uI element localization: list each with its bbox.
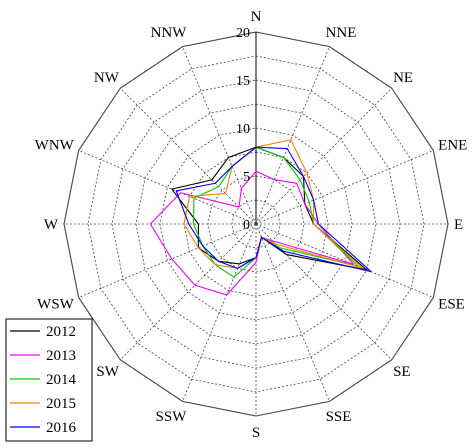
spoke-ese: [255, 223, 434, 298]
spoke-wnw: [78, 150, 257, 225]
legend-label-2012: 2012: [46, 324, 76, 340]
radial-tick-label: 15: [236, 74, 250, 89]
series-line-2014: [193, 146, 359, 278]
radial-tick-label: 10: [236, 122, 250, 137]
series-line-2013: [149, 170, 355, 296]
direction-label-n: N: [251, 9, 262, 25]
legend-label-2014: 2014: [46, 372, 77, 388]
direction-label-se: SE: [393, 364, 411, 380]
radial-tick-label: 0: [243, 218, 250, 233]
grid-ring: [63, 31, 449, 417]
series-line-2015: [183, 139, 363, 269]
direction-label-s: S: [252, 425, 260, 441]
legend: 2012 2013 2014 2015 2016: [5, 318, 93, 442]
series-line-2016: [175, 146, 372, 273]
radial-tick-labels: 0 5 10 15 20: [236, 26, 250, 233]
direction-label-ssw: SSW: [156, 409, 188, 425]
direction-labels: N NNE NE ENE E ESE SE SSE S SSW SW WSW W WNW NW NNW: [35, 9, 468, 441]
radial-axes: [64, 32, 448, 416]
direction-label-e: E: [454, 217, 463, 233]
direction-label-sw: SW: [96, 364, 119, 380]
direction-label-ese: ESE: [438, 297, 465, 313]
direction-label-ne: NE: [393, 70, 413, 86]
direction-label-wnw: WNW: [35, 137, 75, 153]
series-lines: [149, 139, 372, 296]
radial-tick-label: 5: [243, 170, 250, 185]
legend-label-2016: 2016: [46, 420, 77, 436]
direction-label-sse: SSE: [326, 409, 352, 425]
direction-label-w: W: [44, 217, 59, 233]
direction-label-nnw: NNW: [151, 25, 188, 41]
radial-tick-label: 20: [236, 26, 250, 41]
legend-box: [5, 318, 93, 442]
direction-label-wsw: WSW: [37, 297, 75, 313]
legend-label-2015: 2015: [46, 396, 76, 412]
grid-ring: [135, 103, 377, 345]
series-line-2012: [171, 146, 368, 271]
direction-label-nne: NNE: [326, 25, 357, 41]
direction-label-nw: NW: [94, 70, 120, 86]
legend-label-2013: 2013: [46, 348, 76, 364]
direction-label-ene: ENE: [438, 137, 467, 153]
grid-ring: [231, 199, 281, 249]
